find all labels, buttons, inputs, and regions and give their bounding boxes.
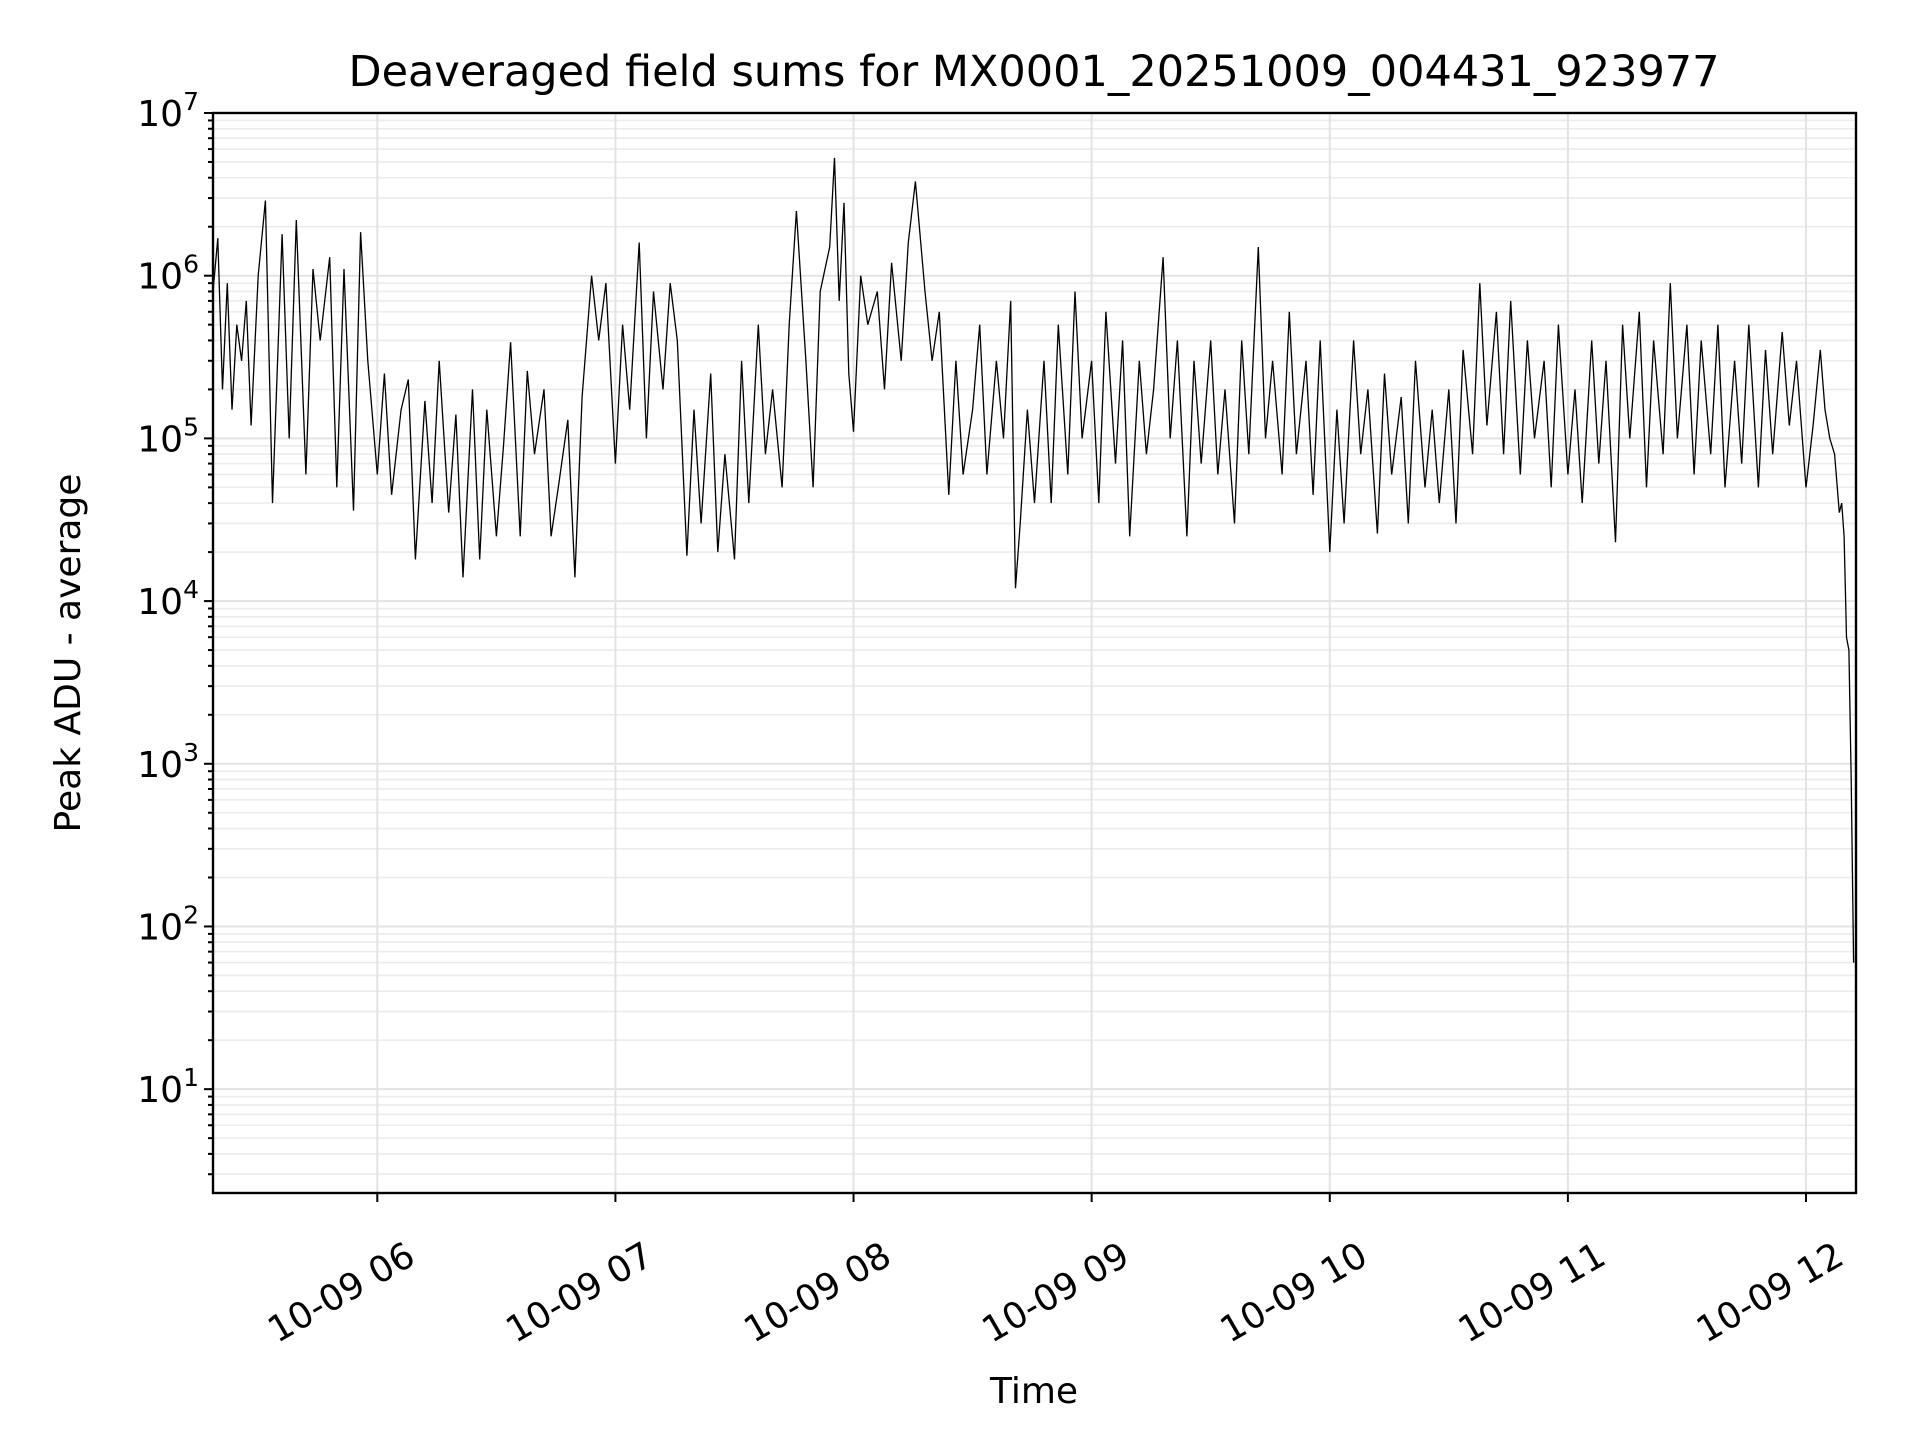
chart-title: Deaveraged field sums for MX0001_2025100…	[348, 47, 1719, 97]
x-tick-label: 10-09 06	[261, 1235, 422, 1351]
x-axis-ticks: 10-09 06 10-09 07 10-09 08 10-09 09 10-09 10…	[261, 1193, 1851, 1351]
x-tick-label: 10-09 10	[1214, 1235, 1375, 1351]
y-axis-label: Peak ADU - average	[48, 474, 89, 833]
y-axis-ticks: 101 102 103 104 105 106 107	[137, 87, 213, 1176]
y-tick-label: 104	[137, 575, 199, 623]
y-tick-label: 105	[137, 412, 199, 460]
plot-frame	[211, 111, 1858, 1195]
series-layer	[212, 157, 1855, 963]
x-axis-label: Time	[989, 1371, 1078, 1412]
y-tick-label: 107	[137, 87, 199, 135]
y-tick-label: 101	[137, 1063, 199, 1111]
y-tick-label: 103	[137, 738, 199, 786]
y-tick-label: 106	[137, 250, 199, 298]
x-tick-label: 10-09 07	[499, 1235, 660, 1351]
x-tick-label: 10-09 11	[1452, 1235, 1613, 1351]
x-tick-label: 10-09 09	[976, 1235, 1137, 1351]
grid-lines	[213, 112, 1856, 1193]
series-line	[212, 157, 1855, 963]
x-tick-label: 10-09 08	[737, 1235, 898, 1351]
x-tick-label: 10-09 12	[1690, 1235, 1851, 1351]
y-tick-label: 102	[137, 900, 199, 948]
